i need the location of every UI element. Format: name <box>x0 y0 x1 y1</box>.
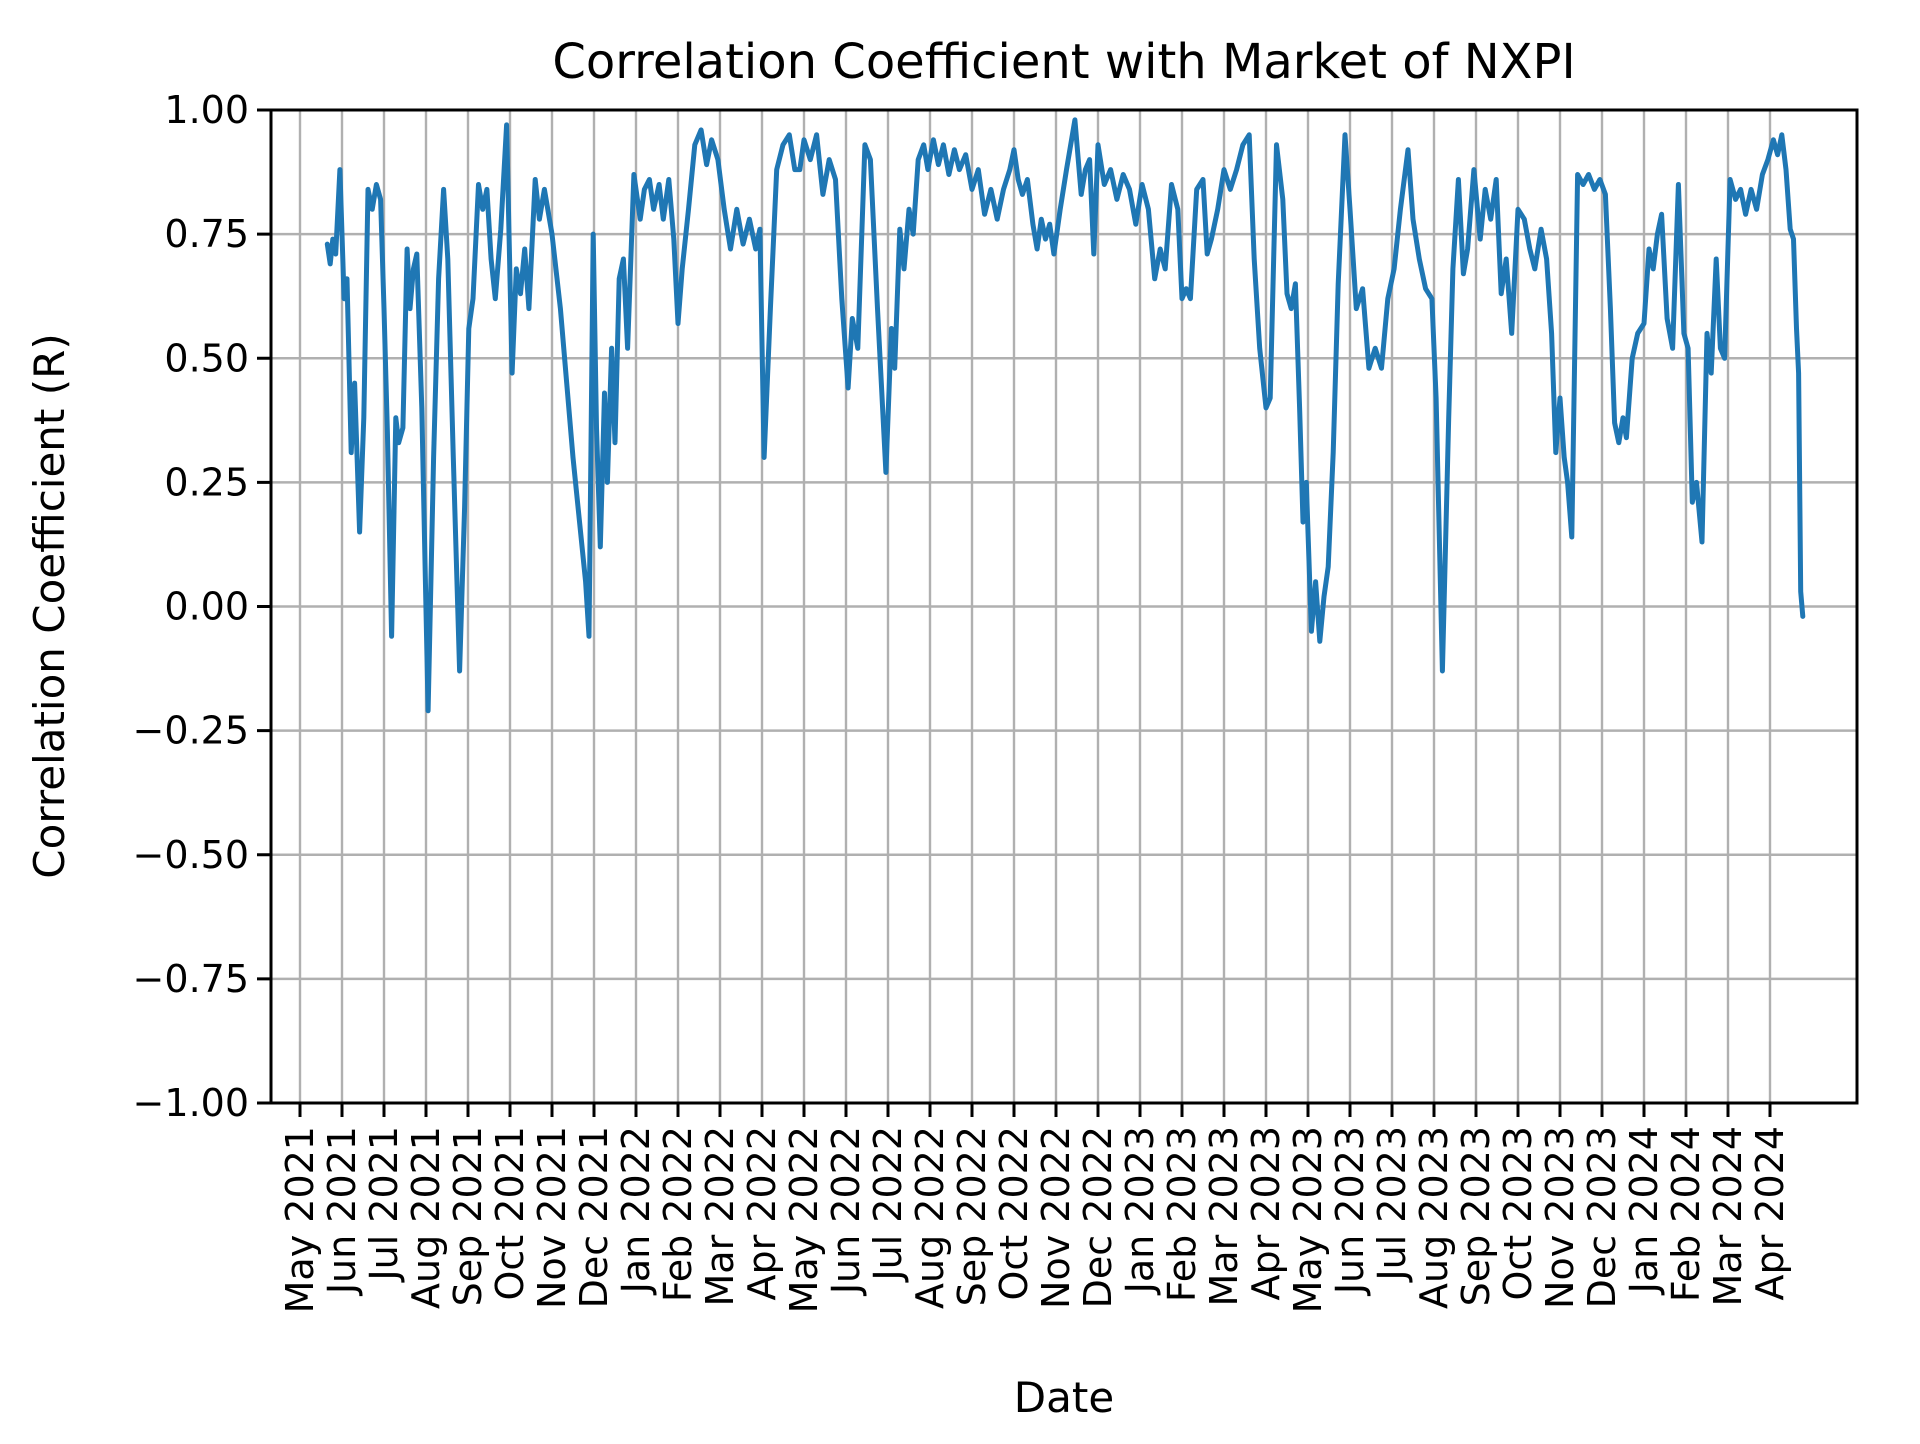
y-tick-label: 0.00 <box>164 585 249 629</box>
x-tick-label: Jan 2022 <box>614 1126 658 1295</box>
y-tick-label: 0.25 <box>164 460 249 504</box>
x-tick-label: Oct 2021 <box>488 1126 532 1301</box>
x-tick-label: Jul 2022 <box>866 1126 910 1283</box>
x-tick-label: Aug 2021 <box>404 1126 448 1309</box>
y-tick-label: −0.50 <box>133 833 249 877</box>
x-tick-label: Mar 2023 <box>1202 1126 1246 1306</box>
x-tick-label: Nov 2022 <box>1034 1126 1078 1309</box>
x-tick-label: Oct 2023 <box>1496 1126 1540 1301</box>
chart-title: Correlation Coefficient with Market of N… <box>552 34 1575 90</box>
x-tick-label: May 2023 <box>1286 1126 1330 1313</box>
x-tick-label: Dec 2021 <box>572 1126 616 1308</box>
y-tick-label: 0.50 <box>164 336 249 380</box>
x-tick-label: May 2021 <box>278 1126 322 1313</box>
x-tick-label: Nov 2023 <box>1538 1126 1582 1309</box>
x-tick-label: Aug 2022 <box>908 1126 952 1309</box>
y-tick-label: −1.00 <box>133 1081 249 1125</box>
x-tick-label: Dec 2023 <box>1580 1126 1624 1308</box>
tick-layer <box>257 108 1772 1117</box>
y-axis-label: Correlation Coefficient (R) <box>25 333 74 878</box>
x-tick-label: Feb 2023 <box>1160 1126 1204 1302</box>
x-tick-label: Jul 2023 <box>1370 1126 1414 1283</box>
x-tick-label: Feb 2024 <box>1664 1126 1708 1302</box>
x-tick-label: Jul 2021 <box>362 1126 406 1283</box>
x-tick-label: May 2022 <box>782 1126 826 1313</box>
x-tick-label: Jun 2023 <box>1328 1126 1372 1296</box>
x-tick-label: Mar 2022 <box>698 1126 742 1306</box>
x-tick-label: Jun 2021 <box>320 1126 364 1296</box>
series-layer <box>324 117 1806 714</box>
y-tick-label: 0.75 <box>164 212 249 256</box>
x-axis-label: Date <box>1014 1373 1114 1422</box>
x-tick-label: Jun 2022 <box>824 1126 868 1296</box>
x-tick-label: Oct 2022 <box>992 1126 1036 1301</box>
correlation-line <box>324 117 1806 714</box>
x-tick-label: Apr 2023 <box>1244 1126 1288 1301</box>
x-tick-label: Jan 2024 <box>1622 1126 1666 1295</box>
y-tick-label: 1.00 <box>164 88 249 132</box>
x-tick-label: Apr 2022 <box>740 1126 784 1301</box>
x-tick-label: Sep 2021 <box>446 1126 490 1306</box>
x-tick-label: Aug 2023 <box>1412 1126 1456 1309</box>
x-tick-label: Jan 2023 <box>1118 1126 1162 1295</box>
y-tick-label: −0.75 <box>133 957 249 1001</box>
x-tick-label: Nov 2021 <box>530 1126 574 1309</box>
x-tick-label: Feb 2022 <box>656 1126 700 1302</box>
x-tick-label: Sep 2023 <box>1454 1126 1498 1306</box>
x-tick-label: Dec 2022 <box>1076 1126 1120 1308</box>
y-tick-label: −0.25 <box>133 709 249 753</box>
x-tick-label: Apr 2024 <box>1748 1126 1792 1301</box>
x-tick-label: Mar 2024 <box>1706 1126 1750 1306</box>
x-tick-label: Sep 2022 <box>950 1126 994 1306</box>
